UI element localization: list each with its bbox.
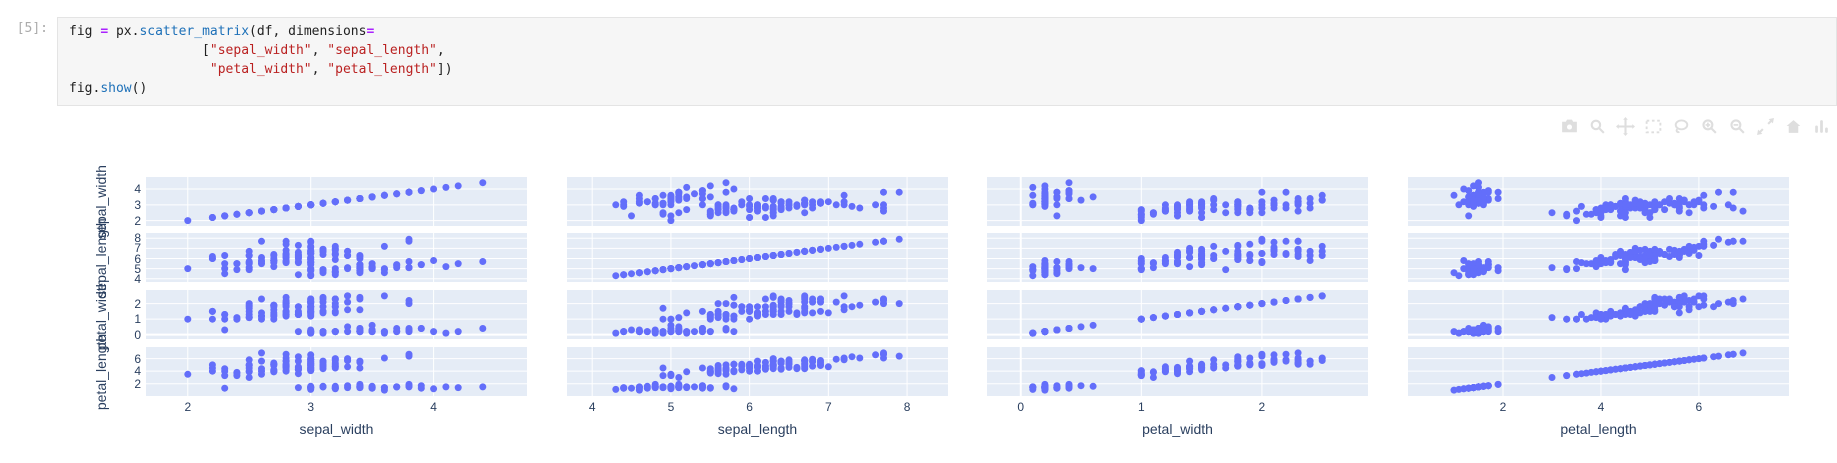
y-tick-label: 2 — [134, 296, 141, 311]
y-tick-label: 6 — [134, 251, 141, 266]
x-tick-label: 4 — [1597, 400, 1605, 414]
cell-execution-prompt: [5]: — [16, 21, 48, 36]
x-tick-label: 4 — [430, 400, 437, 414]
x-tick-label: 3 — [307, 400, 315, 414]
x-tick-label: 4 — [588, 400, 596, 414]
subplot-petal_width-vs-sepal_length[interactable] — [567, 290, 948, 339]
x-tick-label: 2 — [1258, 400, 1266, 414]
y-tick-label: 3 — [134, 197, 141, 212]
plotly-modebar — [1560, 117, 1831, 136]
subplot-petal_length-vs-petal_length[interactable] — [1408, 347, 1789, 396]
zoom-in-icon[interactable] — [1700, 117, 1719, 136]
plotly-logo-icon[interactable] — [1812, 117, 1831, 136]
x-axis-title-sepal_width: sepal_width — [299, 421, 374, 437]
x-tick-label: 1 — [1137, 400, 1145, 414]
y-tick-label: 6 — [134, 351, 141, 366]
subplot-sepal_width-vs-petal_length[interactable] — [1408, 177, 1789, 226]
x-tick-label: 6 — [1695, 400, 1703, 414]
y-tick-label: 1 — [134, 312, 141, 327]
subplot-sepal_width-vs-sepal_length[interactable] — [567, 177, 948, 226]
x-tick-label: 8 — [903, 400, 911, 414]
plotly-scatter-matrix-figure: 4 3 2 8 7 6 5 4 2 1 0 6 4 2 2 3 4 4 5 6 7 8 0 1 2 2 4 6 sepal_width s… — [0, 115, 1837, 463]
x-tick-label: 0 — [1017, 400, 1025, 414]
subplot-petal_length-vs-sepal_length[interactable] — [567, 347, 948, 396]
x-axis-title-sepal_length: sepal_length — [717, 421, 798, 437]
subplot-sepal_length-vs-sepal_width[interactable] — [146, 233, 527, 282]
code-line: "petal_width", "petal_length"]) — [209, 62, 453, 77]
x-tick-label: 2 — [184, 400, 192, 414]
x-axis-title-petal_length: petal_length — [1560, 421, 1637, 437]
y-tick-label: 2 — [134, 213, 141, 228]
y-tick-label: 5 — [134, 261, 141, 276]
x-axis-title-petal_width: petal_width — [1142, 421, 1213, 437]
camera-icon[interactable] — [1560, 117, 1579, 136]
pan-icon[interactable] — [1616, 117, 1635, 136]
y-tick-label: 8 — [134, 231, 141, 246]
subplot-petal_width-vs-petal_width[interactable] — [987, 290, 1368, 339]
autoscale-icon[interactable] — [1756, 117, 1775, 136]
zoom-icon[interactable] — [1588, 117, 1607, 136]
zoom-out-icon[interactable] — [1728, 117, 1747, 136]
code-cell[interactable]: fig = px.scatter_matrix(df, dimensions= … — [57, 17, 1837, 106]
box-select-icon[interactable] — [1644, 117, 1663, 136]
subplot-petal_width-vs-sepal_width[interactable] — [146, 290, 527, 339]
x-tick-label: 5 — [667, 400, 675, 414]
subplot-sepal_length-vs-petal_width[interactable] — [987, 233, 1368, 282]
code-line: fig.show() — [69, 81, 148, 96]
y-tick-label: 7 — [134, 241, 141, 256]
y-tick-label: 2 — [134, 376, 141, 391]
x-tick-label: 2 — [1499, 400, 1507, 414]
subplot-sepal_length-vs-sepal_length[interactable] — [567, 233, 948, 282]
subplot-sepal_length-vs-petal_length[interactable] — [1408, 233, 1789, 282]
code-line: ["sepal_width", "sepal_length", — [69, 43, 445, 58]
code-editor[interactable]: fig = px.scatter_matrix(df, dimensions= … — [58, 18, 1836, 98]
subplot-sepal_width-vs-sepal_width[interactable] — [146, 177, 527, 226]
y-tick-label: 0 — [134, 327, 141, 342]
subplot-petal_length-vs-sepal_width[interactable] — [146, 347, 527, 396]
subplot-petal_length-vs-petal_width[interactable] — [987, 347, 1368, 396]
x-tick-label: 6 — [746, 400, 753, 414]
y-tick-label: 4 — [134, 364, 141, 379]
lasso-icon[interactable] — [1672, 117, 1691, 136]
x-tick-label: 7 — [825, 400, 832, 414]
y-tick-label: 4 — [134, 271, 141, 286]
code-line: fig = px.scatter_matrix(df, dimensions= — [69, 24, 375, 39]
subplot-petal_width-vs-petal_length[interactable] — [1408, 290, 1789, 339]
reset-axes-icon[interactable] — [1784, 117, 1803, 136]
subplot-sepal_width-vs-petal_width[interactable] — [987, 177, 1368, 226]
y-tick-label: 4 — [134, 182, 141, 196]
